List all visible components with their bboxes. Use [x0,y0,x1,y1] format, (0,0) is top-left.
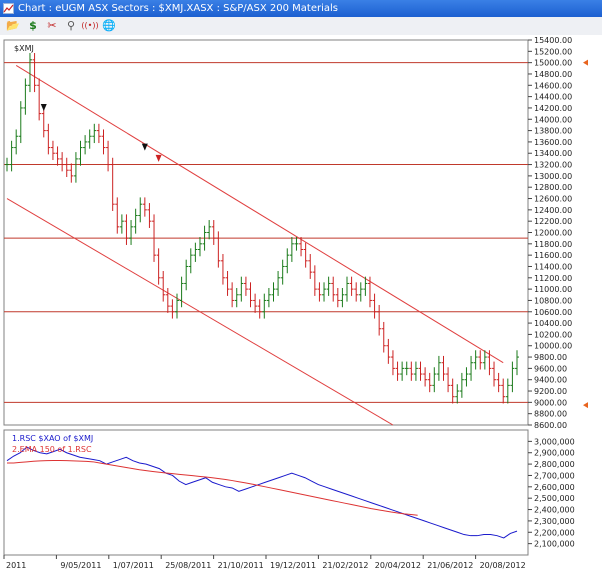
y-tick-label: 9200.00 [534,387,567,396]
y-tick-label: 10200.00 [534,330,572,339]
dollar-icon[interactable]: $ [29,19,37,32]
y-tick-label: 13400.00 [534,149,572,158]
main-plot-frame [3,39,529,426]
y-tick-label: 8800.00 [534,410,567,419]
chart-area: 15400.00 15200.00 15000.00 14800.00 14600.00… [0,35,602,575]
y-tick-label: 11600.00 [534,251,572,260]
y-tick-label: 13200.00 [534,161,572,170]
sub-y-tick-label: 2,900,000 [534,449,575,458]
chart-app-icon [3,3,14,14]
y-tick-label: 10600.00 [534,308,572,317]
y-tick-label: 10400.00 [534,319,572,328]
y-tick-label: 9600.00 [534,364,567,373]
x-tick-label: 21/10/2011 [218,561,264,570]
title-bar[interactable]: Chart : eUGM ASX Sectors : $XMJ.XASX : S… [0,0,602,17]
price-flag-marker [583,59,588,66]
sub-y-tick-label: 2,700,000 [534,471,575,480]
y-tick-label: 13800.00 [534,127,572,136]
y-tick-label: 11800.00 [534,240,572,249]
sub-y-tick-label: 2,800,000 [534,460,575,469]
x-tick-label: 9/05/2011 [60,561,101,570]
y-tick-label: 8600.00 [534,421,567,430]
date-axis: 2011 9/05/2011 1/07/2011 25/08/2011 21/10/20… [3,555,526,570]
y-tick-label: 14800.00 [534,70,572,79]
sub-y-tick-label: 2,400,000 [534,506,575,515]
rsc-line [6,446,518,539]
x-tick-label: 19/12/2011 [270,561,316,570]
y-tick-label: 14000.00 [534,115,572,124]
sub-plot-frame [3,429,529,556]
y-tick-label: 14400.00 [534,93,572,102]
y-tick-label: 13600.00 [534,138,572,147]
rsc-legend-label: 1.RSC $XAO of $XMJ [12,434,93,443]
open-folder-icon[interactable]: 📂 [6,19,20,32]
sub-y-tick-label: 2,200,000 [534,528,575,537]
price-flag-marker [583,402,588,409]
y-tick-label: 14200.00 [534,104,572,113]
y-tick-label: 13000.00 [534,172,572,181]
sub-y-tick-label: 2,500,000 [534,494,575,503]
trend-line[interactable] [15,65,504,364]
y-tick-label: 10800.00 [534,296,572,305]
y-tick-label: 12200.00 [534,217,572,226]
sub-y-tick-label: 3,000,000 [534,437,575,446]
price-chart[interactable]: 15400.00 15200.00 15000.00 14800.00 14600.00… [0,35,602,575]
y-tick-label: 12800.00 [534,183,572,192]
broadcast-icon[interactable]: ((•)) [81,21,99,30]
ema-legend-label: 2.EMA 150 of 1.RSC [12,445,92,454]
globe-icon[interactable]: 🌐 [102,19,116,32]
x-tick-label: 2011 [6,561,26,570]
x-tick-label: 1/07/2011 [113,561,154,570]
y-tick-label: 11000.00 [534,285,572,294]
x-tick-label: 21/02/2012 [322,561,368,570]
x-tick-label: 25/08/2011 [165,561,211,570]
y-tick-label: 12600.00 [534,195,572,204]
x-tick-label: 20/04/2012 [375,561,421,570]
scissors-icon[interactable]: ✂ [47,19,57,32]
y-tick-label: 12000.00 [534,229,572,238]
ema-line [7,459,418,516]
signal-arrow-marker [155,154,162,162]
y-tick-label: 10000.00 [534,342,572,351]
y-tick-label: 9800.00 [534,353,567,362]
y-tick-label: 9000.00 [534,398,567,407]
y-tick-label: 15400.00 [534,36,572,45]
y-tick-label: 14600.00 [534,81,572,90]
rsc-indicator-panel: 3,000,000 2,900,000 2,800,000 2,700,000 2,60… [3,429,575,556]
trend-line[interactable] [6,198,394,426]
window-title: Chart : eUGM ASX Sectors : $XMJ.XASX : S… [18,3,338,14]
chart-symbol-label: $XMJ [14,44,34,53]
y-tick-label: 15200.00 [534,47,572,56]
sub-y-tick-label: 2,100,000 [534,540,575,549]
toolbar: 📂 $ ✂ ⚲ ((•)) 🌐 [0,17,602,36]
link-icon[interactable]: ⚲ [66,19,76,32]
signal-arrow-marker [141,143,148,151]
x-tick-label: 20/08/2012 [480,561,526,570]
y-tick-label: 11200.00 [534,274,572,283]
y-tick-label: 15000.00 [534,59,572,68]
x-tick-label: 21/06/2012 [427,561,473,570]
signal-arrow-marker [40,103,47,111]
y-tick-label: 9400.00 [534,376,567,385]
main-price-panel: 15400.00 15200.00 15000.00 14800.00 14600.00… [3,36,588,430]
y-tick-label: 12400.00 [534,206,572,215]
y-tick-label: 11400.00 [534,262,572,271]
sub-y-tick-label: 2,600,000 [534,483,575,492]
sub-y-tick-label: 2,300,000 [534,517,575,526]
